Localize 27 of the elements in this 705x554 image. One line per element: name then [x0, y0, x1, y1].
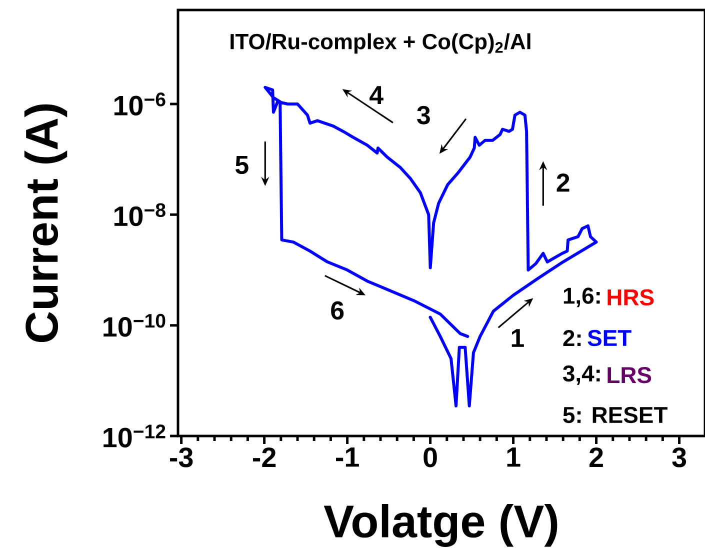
annotation: 4	[370, 86, 384, 104]
x-tick-label: 2	[590, 448, 603, 467]
x-tick-label: -2	[253, 448, 276, 467]
y-tick-label: 10$^{−10}$	[104, 314, 166, 337]
annotation: 1	[512, 329, 524, 347]
x-tick-label: 1	[507, 447, 520, 467]
annotation: 5	[236, 156, 248, 174]
x-tick-label: 0	[424, 448, 437, 468]
annotation: 6	[331, 301, 344, 320]
annotation: LRS	[608, 367, 652, 384]
annotation: 5: RESET	[563, 406, 668, 424]
annotation: SET	[588, 330, 632, 346]
x-tick-label: 3	[672, 448, 686, 468]
annotation: 2	[556, 174, 570, 192]
annotation: 3	[417, 106, 430, 124]
annotation: 3,4:	[562, 365, 600, 385]
annotation: 1,6:	[564, 288, 600, 308]
y-tick-label: 10$^{−12}$	[104, 424, 166, 448]
annotation: HRS	[608, 289, 654, 306]
x-tick-label: -3	[170, 448, 193, 468]
y-axis-title: Current (A)	[24, 104, 68, 342]
y-tick-label: 10$^{−8}$	[114, 203, 166, 226]
x-tick-label: -1	[336, 447, 359, 467]
x-axis-title: Volatge (V)	[324, 504, 558, 547]
y-tick-label: 10$^{−6}$	[114, 92, 166, 116]
text: ITO/Ru-complex + Co(Cp)$_{2}$/Al	[230, 33, 530, 54]
annotation: 2:	[563, 330, 581, 346]
